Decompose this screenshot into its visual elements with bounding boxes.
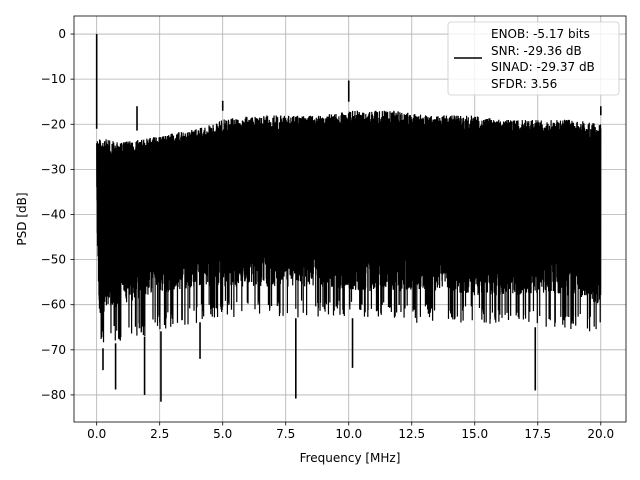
x-tick-label: 2.5 — [150, 427, 169, 441]
y-tick-label: −10 — [41, 72, 66, 86]
y-tick-label: −50 — [41, 253, 66, 267]
x-tick-label: 15.0 — [461, 427, 488, 441]
legend-entry-snr: SNR: -29.36 dB — [491, 44, 582, 58]
y-tick-label: −40 — [41, 207, 66, 221]
psd-noise-trace — [96, 110, 602, 343]
x-tick-label: 7.5 — [276, 427, 295, 441]
x-tick-label: 10.0 — [335, 427, 362, 441]
y-tick-label: 0 — [58, 27, 66, 41]
x-axis-label: Frequency [MHz] — [300, 451, 401, 465]
y-axis-ticks: 0 −10 −20 −30 −40 −50 −60 −70 −80 — [41, 27, 74, 402]
x-tick-label: 20.0 — [587, 427, 614, 441]
y-tick-label: −60 — [41, 298, 66, 312]
legend-entry-sfdr: SFDR: 3.56 — [491, 77, 557, 91]
legend-frame — [447, 21, 620, 96]
x-tick-label: 5.0 — [213, 427, 232, 441]
legend: ENOB: -5.17 bits SNR: -29.36 dB SINAD: -… — [447, 21, 620, 96]
y-tick-label: −20 — [41, 117, 66, 131]
plot-area-frame — [73, 15, 627, 423]
y-tick-label: −70 — [41, 343, 66, 357]
legend-entry-enob: ENOB: -5.17 bits — [491, 27, 590, 41]
y-tick-label: −80 — [41, 388, 66, 402]
x-tick-label: 0.0 — [87, 427, 106, 441]
x-axis-ticks: 0.0 2.5 5.0 7.5 10.0 12.5 15.0 17.5 20.0 — [87, 422, 614, 441]
y-axis-label: PSD [dB] — [15, 192, 29, 245]
legend-entry-sinad: SINAD: -29.37 dB — [491, 60, 595, 74]
psd-series — [95, 34, 602, 402]
x-tick-label: 12.5 — [398, 427, 425, 441]
y-tick-label: −30 — [41, 162, 66, 176]
x-tick-label: 17.5 — [524, 427, 551, 441]
